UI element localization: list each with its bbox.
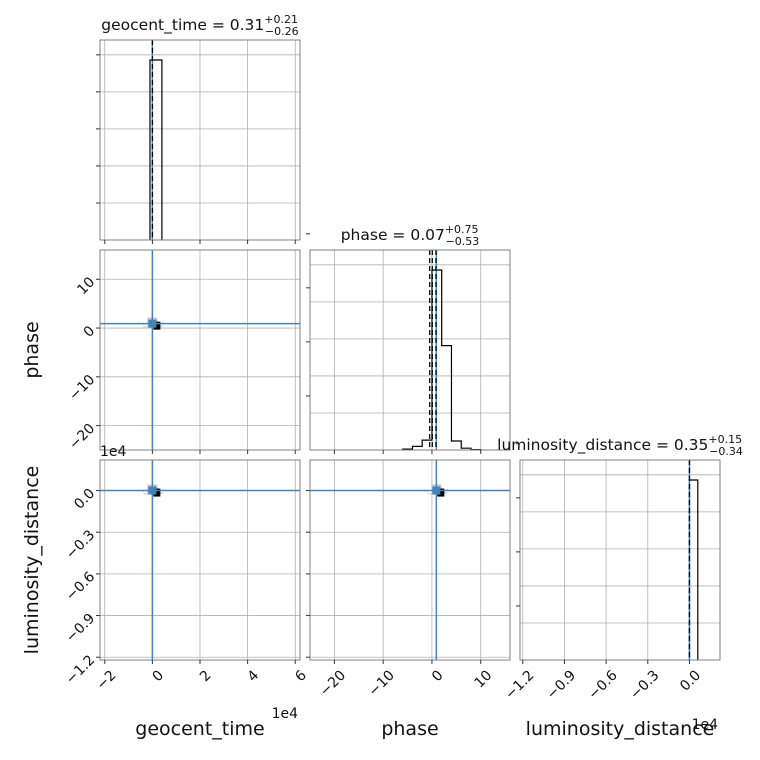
y-offset-text-luminosity_distance: 1e4 <box>100 444 127 460</box>
x-tick-label: 6 <box>292 667 310 685</box>
panel-title-luminosity_distance: luminosity_distance = 0.35+0.15 −0.34 <box>497 433 743 458</box>
panel-content <box>310 250 510 450</box>
title-median: = <box>387 226 410 244</box>
histogram-phase <box>402 269 482 450</box>
x-offset-text-luminosity_distance: 1e4 <box>692 717 719 733</box>
title-minus: −0.26 <box>265 25 299 38</box>
x-axis-label-luminosity_distance: luminosity_distance <box>526 718 715 740</box>
title-median-value: 0.35 <box>674 436 709 454</box>
panel-border <box>309 459 511 661</box>
title-name: luminosity_distance <box>497 436 651 455</box>
panel-phase-luminosity_distance: −20 −10 0 10 <box>306 459 511 700</box>
panel-border <box>519 459 721 661</box>
title-plus: +0.21 <box>264 13 298 26</box>
density-peak <box>437 488 445 497</box>
sample-point <box>427 492 430 495</box>
x-tick-label: −10 <box>366 667 398 699</box>
title-name: geocent_time <box>101 16 207 35</box>
density-peak <box>153 321 161 330</box>
title-name: phase <box>341 226 388 244</box>
panel-title-phase: phase = 0.07+0.75 −0.53 <box>341 223 480 248</box>
sample-point <box>161 325 163 328</box>
title-median: = <box>207 16 230 34</box>
panel-content <box>100 40 300 240</box>
x-tick-label: −20 <box>317 667 349 699</box>
title-plus: +0.75 <box>445 223 479 236</box>
x-tick-label: 10 <box>472 667 496 691</box>
sample-point <box>146 493 148 495</box>
panel-luminosity_distance-luminosity_distance: luminosity_distance = 0.35+0.15 −0.34 −1.2… <box>497 433 743 703</box>
sample-point <box>430 493 432 495</box>
x-offset-text-geocent_time: 1e4 <box>272 706 299 722</box>
title-median-value: 0.07 <box>410 226 445 244</box>
title-median-value: 0.31 <box>230 16 265 34</box>
sample-point <box>161 492 163 495</box>
y-tick-label: −20 <box>66 421 98 453</box>
truth-marker <box>148 319 157 328</box>
x-axis-label-phase: phase <box>381 718 438 740</box>
x-tick-label: −2 <box>94 667 120 693</box>
y-tick-label: 0 <box>81 323 99 341</box>
truth-marker <box>148 486 157 495</box>
sample-point <box>143 492 146 495</box>
panel-content <box>520 460 720 660</box>
y-tick-label: 0.0 <box>71 486 98 513</box>
sample-point <box>146 326 148 328</box>
x-axis-label-geocent_time: geocent_time <box>135 718 264 740</box>
x-tick-label: −0.6 <box>585 667 620 702</box>
x-tick-label: −0.3 <box>627 667 662 702</box>
title-minus: −0.53 <box>446 235 480 248</box>
title-minus: −0.34 <box>709 445 743 458</box>
x-tick-label: 0 <box>429 667 447 685</box>
panel-content <box>310 460 510 660</box>
x-tick-label: 0 <box>149 667 167 685</box>
y-axis-label-phase: phase <box>21 321 43 378</box>
panel-content <box>100 460 300 660</box>
sample-point <box>445 492 447 495</box>
title-plus: +0.15 <box>708 433 742 446</box>
x-tick-label: 0.0 <box>677 667 704 694</box>
y-tick-label: 10 <box>74 274 98 298</box>
x-tick-label: 2 <box>197 667 215 685</box>
panel-phase-phase: phase = 0.07+0.75 −0.53 <box>306 223 511 454</box>
panel-content <box>100 250 300 450</box>
y-tick-label: −0.6 <box>63 569 98 604</box>
panel-geocent_time-geocent_time: geocent_time = 0.31+0.21 −0.26 <box>96 13 301 244</box>
panel-background <box>310 250 510 450</box>
title-median: = <box>651 436 674 454</box>
panel-border <box>309 249 511 451</box>
truth-marker <box>432 486 441 495</box>
y-tick-label: −10 <box>66 372 98 404</box>
panel-geocent_time-luminosity_distance: −2 0 2 4 6−1.2−0.9−0.6−0.30.0 <box>63 459 310 693</box>
panel-geocent_time-phase: −20 −10 0 10 <box>66 249 301 454</box>
y-axis-label-luminosity_distance: luminosity_distance <box>21 466 43 655</box>
panel-background <box>520 460 720 660</box>
density-peak <box>153 488 161 497</box>
panel-title-geocent_time: geocent_time = 0.31+0.21 −0.26 <box>101 13 298 38</box>
histogram-geocent_time <box>149 59 163 240</box>
panel-background <box>310 460 510 660</box>
x-tick-label: 4 <box>245 667 263 685</box>
sample-point <box>143 326 146 328</box>
y-tick-label: −0.9 <box>63 611 98 646</box>
y-tick-label: −0.3 <box>63 527 98 562</box>
x-tick-label: −0.9 <box>544 667 579 702</box>
x-tick-label: −1.2 <box>502 667 537 702</box>
